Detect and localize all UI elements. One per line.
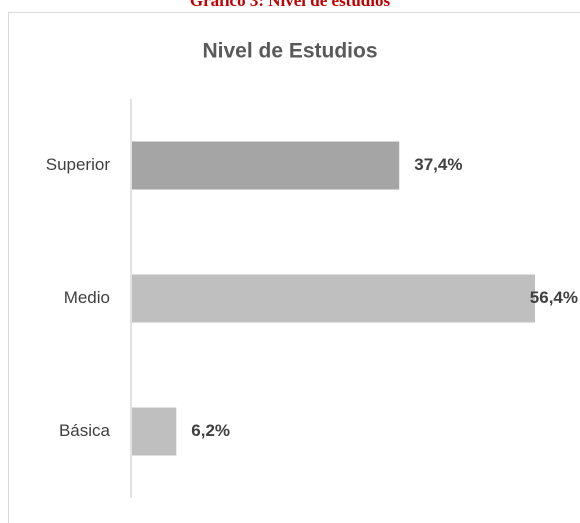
caption-bg bbox=[150, 0, 430, 10]
chart-border bbox=[8, 12, 580, 523]
bar bbox=[132, 407, 177, 456]
value-label: 37,4% bbox=[414, 155, 462, 174]
chart-title: Nivel de Estudios bbox=[202, 40, 377, 63]
category-label: Medio bbox=[64, 288, 110, 307]
category-label: Básica bbox=[59, 421, 111, 440]
bar bbox=[132, 141, 400, 190]
value-label: 56,4% bbox=[530, 288, 578, 307]
bar bbox=[132, 274, 535, 323]
caption: Gráfico 3: Nivel de estudios bbox=[190, 0, 391, 10]
value-label: 6,2% bbox=[191, 421, 230, 440]
category-label: Superior bbox=[46, 155, 111, 174]
